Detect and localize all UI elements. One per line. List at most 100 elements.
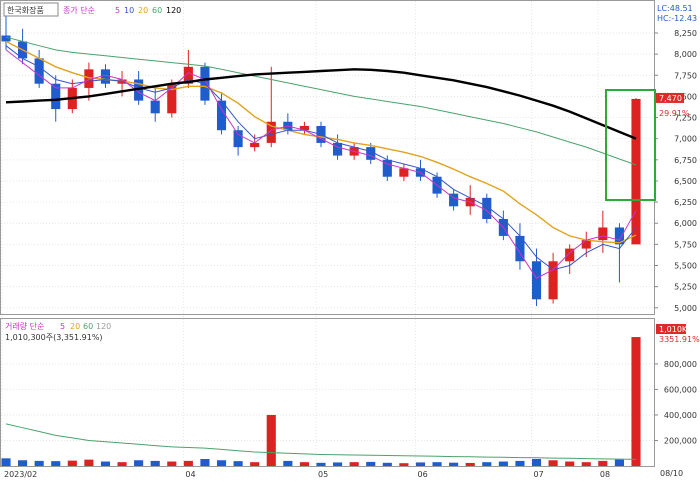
volume-bar — [216, 460, 227, 466]
candle-body — [216, 100, 227, 131]
price-tick-label: 5,250 — [674, 283, 697, 292]
candle-body — [150, 100, 160, 114]
volume-bar — [51, 461, 61, 466]
highlight-box — [605, 89, 656, 201]
last-volume-change-label: 3351.91% — [659, 335, 700, 344]
volume-legend-ma20: 20 — [70, 322, 80, 331]
candle-body — [183, 66, 193, 84]
candle-body — [548, 261, 558, 300]
candle-body — [333, 142, 343, 156]
volume-bar — [200, 458, 210, 466]
price-legend-ma10: 10 — [124, 6, 134, 15]
stock-name: 한국화장품 — [7, 5, 44, 15]
volume-bar — [399, 463, 409, 466]
volume-bar — [565, 461, 575, 466]
volume-bar — [415, 462, 426, 466]
volume-bar — [465, 462, 475, 466]
price-tick-label: 5,000 — [674, 304, 697, 313]
volume-bar — [67, 460, 77, 466]
volume-bar — [250, 462, 260, 466]
price-tick-label: 6,750 — [674, 156, 697, 165]
volume-bar — [299, 462, 309, 466]
volume-bar — [283, 460, 293, 466]
hc-label: HC:-12.43 — [657, 14, 697, 23]
volume-bar — [183, 460, 193, 466]
price-legend-prefix: 종가 단순 — [63, 5, 95, 15]
candle-body — [565, 248, 575, 262]
volume-bar — [598, 460, 608, 466]
volume-bar — [84, 459, 94, 466]
candle-body — [51, 83, 61, 110]
last-volume-label: 1,010K — [659, 325, 688, 334]
candle-body — [581, 240, 591, 249]
ma60-line — [5, 36, 637, 166]
last-volume-tag — [656, 324, 686, 334]
volume-bar — [482, 462, 492, 466]
ma5-line — [5, 49, 637, 279]
volume-tick-label: 400,000 — [664, 411, 697, 420]
candle-body — [598, 227, 608, 241]
candle-body — [266, 121, 276, 143]
volume-bar — [548, 460, 558, 466]
price-tick-label: 6,250 — [674, 198, 697, 207]
lc-label: LC:48.51 — [657, 4, 693, 13]
volume-tick-label: 800,000 — [664, 360, 697, 369]
volume-bar — [366, 461, 376, 466]
last-date-label: 08/10 — [660, 469, 683, 478]
candle-body — [366, 147, 376, 160]
volume-bar — [134, 460, 144, 466]
last-change-label: 29.91% — [659, 109, 690, 118]
volume-current-label: 1,010,300주(3,351.91%) — [5, 333, 103, 342]
price-tick-label: 7,750 — [674, 71, 697, 80]
volume-bar — [531, 458, 542, 466]
candle-body — [614, 227, 624, 245]
ma120-line — [5, 68, 637, 140]
price-legend-ma5: 5 — [115, 6, 120, 15]
candle-body — [34, 58, 44, 84]
volume-bar — [333, 462, 343, 466]
price-tick-label: 8,250 — [674, 29, 697, 38]
candle-body — [134, 79, 144, 101]
volume-bar — [581, 462, 591, 466]
volume-bar — [631, 337, 641, 466]
candle-body — [482, 197, 492, 219]
volume-bar — [233, 461, 243, 466]
volume-bar — [167, 461, 177, 466]
time-label: 04 — [185, 470, 195, 479]
candle-body — [84, 69, 94, 88]
candle-body — [1, 35, 11, 42]
volume-bar — [316, 462, 326, 466]
volume-tick-label: 600,000 — [664, 385, 697, 394]
stock-name-box — [3, 2, 59, 17]
volume-bar — [100, 461, 111, 466]
volume-ma-line — [5, 423, 637, 460]
candle-body — [449, 193, 459, 207]
volume-bar — [498, 461, 508, 466]
volume-bar — [614, 459, 624, 466]
price-tick-label: 5,500 — [674, 261, 697, 270]
time-label: 08 — [600, 470, 610, 479]
volume-bar — [349, 462, 359, 466]
last-price-tag — [656, 92, 684, 103]
ma10-line — [5, 45, 637, 271]
price-tick-label: 5,750 — [674, 240, 697, 249]
volume-bar — [1, 458, 11, 466]
candle-body — [631, 98, 641, 245]
price-tick-label: 8,000 — [674, 50, 697, 59]
time-label: 06 — [418, 470, 428, 479]
candle-body — [382, 159, 392, 177]
candle-body — [250, 142, 260, 148]
volume-legend-ma120: 120 — [96, 322, 111, 331]
time-label: 05 — [318, 470, 328, 479]
volume-tick-label: 200,000 — [664, 436, 697, 445]
price-tick-label: 7,000 — [674, 135, 697, 144]
price-tick-label: 7,250 — [674, 114, 697, 123]
volume-bar — [432, 462, 442, 466]
price-legend-ma120: 120 — [166, 6, 181, 15]
volume-bar — [18, 460, 28, 466]
candle-body — [515, 235, 525, 262]
candle-body — [167, 83, 177, 114]
candle-body — [531, 261, 542, 300]
